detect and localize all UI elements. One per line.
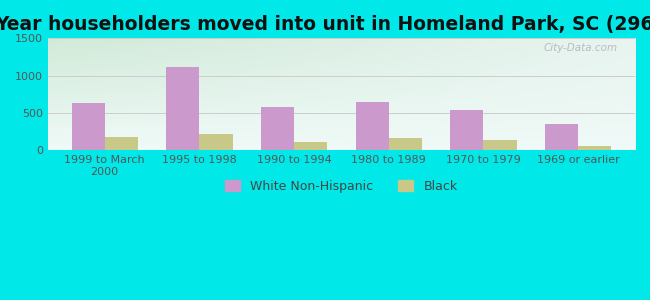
Bar bbox=[294, 142, 327, 150]
Bar bbox=[450, 110, 484, 150]
Bar bbox=[484, 140, 517, 150]
Title: Year householders moved into unit in Homeland Park, SC (29626): Year householders moved into unit in Hom… bbox=[0, 15, 650, 34]
Bar bbox=[545, 124, 578, 150]
Legend: White Non-Hispanic, Black: White Non-Hispanic, Black bbox=[220, 175, 463, 198]
Bar bbox=[261, 107, 294, 150]
Bar bbox=[166, 67, 200, 150]
Bar bbox=[578, 146, 612, 150]
Text: City-Data.com: City-Data.com bbox=[543, 43, 618, 53]
Bar bbox=[389, 138, 422, 150]
Bar bbox=[200, 134, 233, 150]
Bar bbox=[72, 103, 105, 150]
Bar bbox=[105, 137, 138, 150]
Bar bbox=[356, 102, 389, 150]
